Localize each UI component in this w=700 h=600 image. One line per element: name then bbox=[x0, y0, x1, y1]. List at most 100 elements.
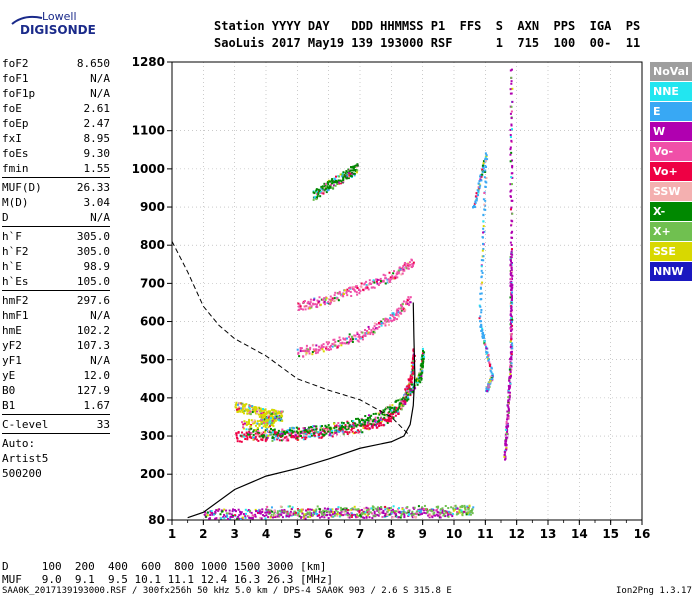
echo-point bbox=[412, 389, 415, 392]
echo-point bbox=[411, 372, 414, 375]
echo-point bbox=[333, 425, 336, 428]
echo-point bbox=[379, 277, 382, 280]
echo-point bbox=[347, 171, 350, 174]
echo-point bbox=[265, 434, 268, 437]
echo-point bbox=[338, 336, 341, 339]
echo-point bbox=[376, 327, 379, 330]
echo-point bbox=[379, 282, 382, 285]
echo-point bbox=[271, 439, 274, 442]
echo-point bbox=[390, 510, 393, 513]
echo-point bbox=[419, 511, 422, 514]
echo-point bbox=[386, 416, 389, 419]
echo-point bbox=[366, 511, 369, 514]
echo-point bbox=[330, 434, 333, 437]
echo-point bbox=[242, 434, 245, 437]
echo-point bbox=[510, 353, 513, 356]
echo-point bbox=[358, 430, 361, 433]
echo-point bbox=[490, 378, 493, 381]
echo-point bbox=[380, 420, 383, 423]
echo-point bbox=[268, 429, 271, 432]
echo-point bbox=[507, 399, 510, 402]
echo-point bbox=[509, 208, 512, 211]
echo-point bbox=[382, 424, 385, 427]
echo-point bbox=[291, 429, 294, 432]
echo-point bbox=[510, 322, 513, 325]
echo-point bbox=[372, 286, 375, 289]
echo-point bbox=[260, 414, 263, 417]
echo-point bbox=[422, 349, 425, 352]
echo-point bbox=[325, 432, 328, 435]
echo-point bbox=[366, 427, 369, 430]
echo-point bbox=[483, 203, 486, 206]
echo-point bbox=[509, 136, 512, 139]
echo-point bbox=[392, 409, 395, 412]
echo-point bbox=[348, 333, 351, 336]
echo-point bbox=[420, 509, 423, 512]
echo-point bbox=[245, 434, 248, 437]
echo-point bbox=[452, 507, 455, 510]
echo-point bbox=[420, 512, 423, 515]
echo-point bbox=[352, 169, 355, 172]
echo-point bbox=[344, 510, 347, 513]
echo-point bbox=[265, 418, 268, 421]
echo-point bbox=[258, 423, 261, 426]
echo-point bbox=[510, 82, 513, 85]
echo-point bbox=[407, 396, 410, 399]
echo-point bbox=[372, 330, 375, 333]
echo-point bbox=[340, 426, 343, 429]
echo-point bbox=[334, 184, 337, 187]
echo-point bbox=[225, 509, 228, 512]
param-value: 3.04 bbox=[83, 196, 111, 209]
echo-point bbox=[306, 508, 309, 511]
echo-point bbox=[396, 509, 399, 512]
echo-point bbox=[402, 512, 405, 515]
echo-point bbox=[302, 301, 305, 304]
echo-point bbox=[291, 431, 294, 434]
echo-point bbox=[482, 160, 485, 163]
echo-point bbox=[262, 421, 265, 424]
echo-point bbox=[291, 506, 294, 509]
echo-point bbox=[461, 514, 464, 517]
echo-point bbox=[452, 509, 455, 512]
echo-point bbox=[352, 422, 355, 425]
echo-point bbox=[411, 369, 414, 372]
echo-point bbox=[354, 431, 357, 434]
echo-point bbox=[437, 511, 440, 514]
x-tick-label: 11 bbox=[477, 527, 494, 541]
echo-point bbox=[397, 272, 400, 275]
echo-point bbox=[481, 173, 484, 176]
echo-point bbox=[367, 417, 370, 420]
logo-line1: Lowell bbox=[42, 10, 77, 23]
echo-point bbox=[506, 414, 509, 417]
echo-point bbox=[346, 174, 349, 177]
echo-point bbox=[402, 308, 405, 311]
echo-point bbox=[355, 165, 358, 168]
echo-point bbox=[387, 320, 390, 323]
echo-point bbox=[511, 128, 514, 131]
echo-point bbox=[259, 419, 262, 422]
echo-point bbox=[371, 420, 374, 423]
echo-point bbox=[331, 297, 334, 300]
y-tick-label: 500 bbox=[140, 353, 165, 367]
echo-point bbox=[386, 406, 389, 409]
echo-point bbox=[303, 305, 306, 308]
echo-point bbox=[396, 310, 399, 313]
echo-point bbox=[411, 361, 414, 364]
echo-point bbox=[263, 412, 266, 415]
echo-point bbox=[509, 160, 512, 163]
echo-point bbox=[406, 506, 409, 509]
echo-point bbox=[278, 415, 281, 418]
echo-point bbox=[249, 436, 252, 439]
echo-point bbox=[322, 427, 325, 430]
echo-point bbox=[319, 426, 322, 429]
echo-point bbox=[357, 335, 360, 338]
echo-point bbox=[509, 128, 512, 131]
echo-point bbox=[226, 515, 229, 518]
param-row: B1 1.67 bbox=[2, 398, 110, 413]
echo-point bbox=[281, 435, 284, 438]
echo-point bbox=[235, 434, 238, 437]
echo-point bbox=[423, 351, 426, 354]
echo-point bbox=[314, 349, 317, 352]
echo-point bbox=[325, 347, 328, 350]
echo-point bbox=[287, 505, 290, 508]
